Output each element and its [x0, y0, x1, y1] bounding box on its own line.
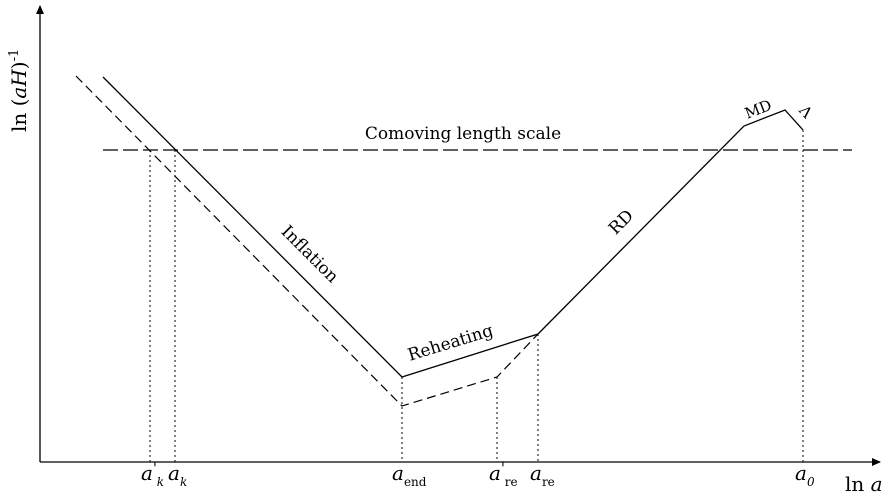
label-comoving-scale: Comoving length scale: [365, 124, 561, 144]
y-axis-label: ln (aH)-1: [7, 49, 31, 132]
tick-a-prime-re: a're: [489, 461, 518, 489]
tick-a-prime-k: a'k: [141, 461, 164, 489]
tick-a-re: are: [530, 461, 555, 489]
tick-a-k: ak: [168, 461, 187, 489]
hubble-radius-curve: [102, 76, 804, 378]
label-lambda: Λ: [795, 101, 816, 122]
label-inflation: Inflation: [277, 222, 343, 288]
hubble-radius-curve-alt: [75, 75, 539, 407]
label-reheating: Reheating: [405, 321, 495, 366]
label-rd: RD: [605, 206, 638, 239]
tick-a-end: aend: [392, 461, 427, 489]
tick-a-0: a0: [795, 461, 815, 489]
label-md: MD: [742, 96, 774, 123]
x-axis-label: ln a: [845, 472, 883, 496]
